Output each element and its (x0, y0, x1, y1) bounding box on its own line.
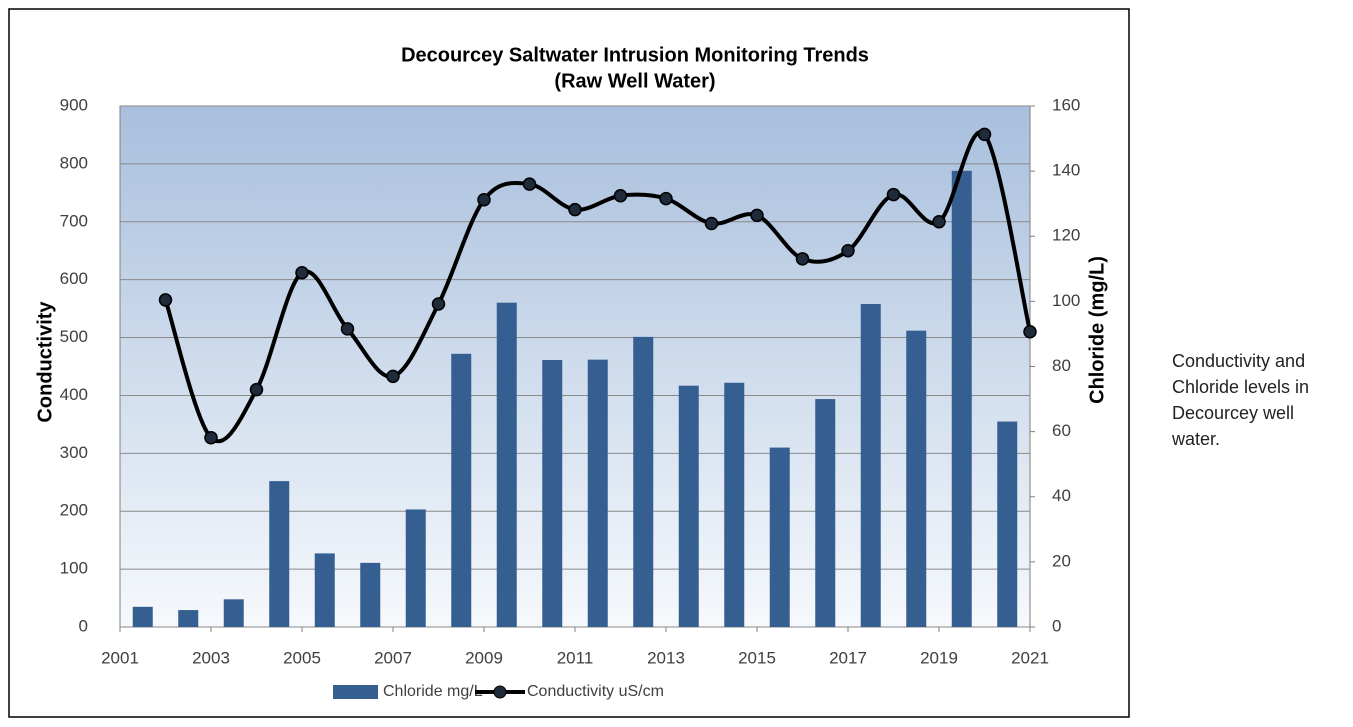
marker (659, 191, 673, 206)
bar (860, 303, 881, 627)
bar (678, 385, 699, 627)
bar (906, 330, 927, 627)
chart-title: Decourcey Saltwater Intrusion Monitoring… (401, 44, 869, 66)
y-tick-label: 300 (60, 443, 88, 462)
x-tick-label: 2011 (557, 648, 594, 667)
plot-area (119, 105, 1031, 628)
y-axis-label: Conductivity (34, 301, 56, 423)
y-tick-label: 700 (60, 211, 88, 230)
marker (522, 177, 537, 191)
bar (951, 170, 972, 627)
y2-tick-label: 40 (1052, 486, 1071, 505)
bar (178, 610, 199, 627)
bar (269, 481, 290, 627)
line (163, 130, 1032, 444)
bar (451, 353, 472, 627)
marker (340, 322, 355, 336)
y-tick-label: 0 (79, 616, 88, 635)
x-tick-label: 2021 (1011, 648, 1049, 667)
x-tick-label: 2005 (283, 648, 321, 667)
y2-tick-label: 140 (1052, 161, 1080, 180)
legend-swatch (333, 685, 378, 699)
marker (613, 188, 628, 203)
marker (386, 369, 400, 384)
x-tick-label: 2003 (192, 648, 230, 667)
x-tick-label: 2009 (465, 648, 503, 667)
bar (769, 447, 790, 627)
y-tick-label: 500 (60, 327, 88, 346)
y2-tick-label: 20 (1052, 551, 1071, 570)
y2-tick-label: 0 (1052, 616, 1061, 635)
bar (542, 359, 563, 627)
marker (977, 127, 992, 142)
marker (795, 252, 810, 266)
marker (886, 187, 901, 202)
marker (249, 382, 264, 397)
marker (750, 208, 764, 223)
y2-tick-label: 60 (1052, 421, 1071, 440)
y2-axis-label: Chloride (mg/L) (1086, 256, 1108, 404)
y-tick-label: 400 (60, 385, 88, 404)
bar (587, 359, 608, 627)
chart: Decourcey Saltwater Intrusion Monitoring… (8, 8, 1130, 718)
y2-tick-label: 100 (1052, 291, 1080, 310)
bar (724, 382, 745, 627)
legend-label: Conductivity uS/cm (527, 683, 664, 700)
marker (568, 202, 582, 217)
marker (158, 293, 173, 307)
bar (314, 553, 335, 627)
bar (360, 562, 381, 627)
bar (496, 302, 517, 627)
bar (997, 421, 1018, 627)
y-tick-label: 800 (60, 153, 88, 172)
side-note: Conductivity and Chloride levels in Deco… (1172, 351, 1310, 449)
bar (633, 336, 654, 627)
marker (477, 193, 491, 207)
y-tick-label: 100 (60, 559, 88, 578)
y2-tick-label: 80 (1052, 356, 1071, 375)
marker (704, 216, 719, 231)
y2-tick-label: 160 (1052, 95, 1080, 114)
bar (132, 606, 153, 627)
x-tick-label: 2007 (374, 648, 412, 667)
y2-tick-label: 120 (1052, 226, 1080, 245)
marker (1023, 325, 1037, 339)
bar (405, 509, 426, 627)
marker (841, 243, 855, 258)
marker (431, 297, 446, 311)
chart-subtitle: (Raw Well Water) (554, 70, 715, 92)
bar (815, 399, 836, 627)
x-tick-label: 2015 (738, 648, 776, 667)
y-tick-label: 600 (60, 269, 88, 288)
x-tick-label: 2019 (920, 648, 958, 667)
legend-swatch (493, 685, 507, 699)
marker (295, 265, 309, 280)
x-tick-label: 2017 (829, 648, 867, 667)
y-tick-label: 200 (60, 501, 88, 520)
marker (204, 430, 218, 445)
bar (223, 599, 244, 627)
y-tick-label: 900 (60, 95, 88, 114)
legend-label: Chloride mg/L (383, 683, 483, 700)
x-tick-label: 2013 (647, 648, 685, 667)
marker (932, 215, 946, 229)
x-tick-label: 2001 (101, 648, 139, 667)
